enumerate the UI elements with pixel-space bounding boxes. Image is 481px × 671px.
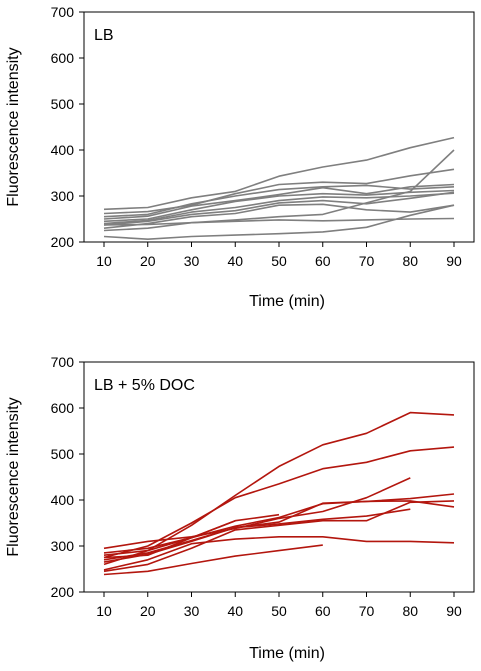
series-line-11	[103, 204, 455, 240]
x-tick-label: 20	[140, 603, 156, 619]
y-tick-label: 500	[51, 446, 75, 462]
series-line-9	[103, 535, 455, 571]
y-tick-label: 700	[51, 4, 75, 20]
y-tick-label: 600	[51, 400, 75, 416]
plot-frame	[83, 361, 475, 593]
series-line-2	[103, 446, 455, 559]
x-tick-label: 30	[184, 603, 200, 619]
series-line-2	[103, 168, 455, 215]
x-tick-label: 10	[96, 253, 112, 269]
x-axis-title: Time (min)	[249, 645, 325, 662]
y-axis-title: Fluorescence intensity	[5, 47, 22, 206]
x-tick-label: 60	[315, 603, 331, 619]
series-line-4	[103, 183, 455, 220]
y-tick-label: 200	[51, 584, 75, 600]
x-tick-label: 60	[315, 253, 331, 269]
series-line-5	[103, 189, 455, 223]
x-axis-title: Time (min)	[249, 293, 325, 310]
x-tick-label: 50	[271, 603, 287, 619]
y-tick-label: 400	[51, 492, 75, 508]
series-line-6	[103, 192, 455, 225]
series-line-10	[103, 544, 323, 576]
y-tick-label: 300	[51, 538, 75, 554]
series-line-4	[103, 493, 455, 554]
series-line-9	[103, 149, 455, 232]
panel-label: LB	[94, 27, 114, 44]
x-tick-label: 40	[227, 253, 243, 269]
series-line-1	[103, 411, 455, 556]
series-line-8	[103, 519, 236, 566]
y-tick-label: 500	[51, 96, 75, 112]
x-tick-label: 10	[96, 603, 112, 619]
x-tick-label: 80	[402, 253, 418, 269]
y-tick-label: 400	[51, 142, 75, 158]
x-tick-label: 50	[271, 253, 287, 269]
series-line-11	[103, 500, 455, 573]
series-line-1	[103, 136, 455, 211]
panel-label: LB + 5% DOC	[94, 377, 195, 394]
series-line-8	[103, 203, 455, 229]
series-line-7	[103, 191, 455, 226]
x-tick-label: 40	[227, 603, 243, 619]
x-tick-label: 70	[359, 253, 375, 269]
x-tick-label: 70	[359, 603, 375, 619]
chart-panel-lb: LB Fluorescence intensity Time (min) 200…	[5, 4, 475, 310]
y-tick-label: 700	[51, 354, 75, 370]
x-tick-label: 30	[184, 253, 200, 269]
y-tick-label: 600	[51, 50, 75, 66]
x-tick-label: 90	[446, 253, 462, 269]
series-line-3	[103, 184, 455, 218]
y-tick-label: 300	[51, 188, 75, 204]
chart-panel-lb-doc: LB + 5% DOC Fluorescence intensity Time …	[5, 354, 475, 662]
x-tick-label: 90	[446, 603, 462, 619]
x-tick-label: 20	[140, 253, 156, 269]
series-line-6	[103, 508, 411, 561]
y-axis-title: Fluorescence intensity	[5, 397, 22, 556]
series-line-3	[103, 477, 411, 550]
y-tick-label: 200	[51, 234, 75, 250]
x-tick-label: 80	[402, 603, 418, 619]
